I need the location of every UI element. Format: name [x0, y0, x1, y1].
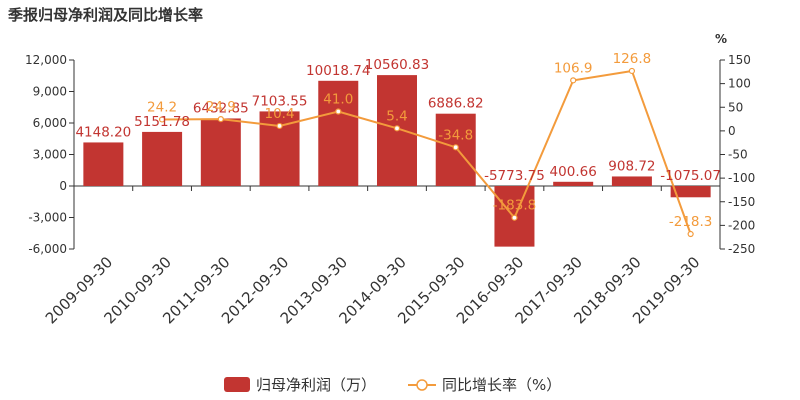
bar [553, 181, 594, 186]
y-right-tick-label: -250 [728, 242, 755, 256]
bar [200, 118, 241, 186]
legend-bar-label: 归母净利润（万） [256, 376, 376, 394]
y-right-tick-label: 150 [728, 53, 751, 67]
y-right-tick-label: 0 [728, 124, 736, 138]
growth-point [511, 214, 518, 221]
growth-point [393, 125, 401, 132]
y-left-tick-label: 12,000 [25, 53, 67, 67]
bar-value-label: 6886.82 [428, 96, 484, 112]
growth-value-label: 106.9 [554, 60, 593, 76]
growth-value-label: -183.8 [493, 198, 537, 214]
bar-value-label: 4148.20 [75, 124, 131, 140]
line-group [158, 67, 694, 238]
bar-value-label: 10560.83 [365, 57, 429, 73]
legend-line-marker [416, 379, 428, 391]
growth-point [687, 230, 694, 238]
bar [318, 80, 359, 186]
bar-value-label: -5773.75 [484, 168, 545, 184]
bar-value-label: 400.66 [550, 164, 597, 180]
legend-bar-swatch [224, 377, 250, 392]
legend: 归母净利润（万） 同比增长率（%） [224, 376, 561, 394]
growth-value-label: 10.4 [265, 106, 295, 122]
growth-point [570, 77, 577, 84]
y-right-tick-label: -150 [728, 195, 755, 209]
growth-point [217, 116, 224, 123]
growth-value-label: 24.2 [147, 99, 177, 115]
bar-value-label: 10018.74 [306, 63, 370, 79]
legend-line-label: 同比增长率（%） [442, 376, 561, 394]
growth-point [628, 67, 636, 75]
y-left-tick-label: 6,000 [33, 116, 67, 130]
bar-value-label: 5151.78 [134, 114, 190, 130]
y-left-tick-label: -3,000 [28, 211, 67, 225]
y-right-tick-label: 50 [728, 100, 743, 114]
y-right-tick-label: -200 [728, 218, 755, 232]
growth-value-label: 24.9 [206, 99, 236, 115]
y-left-tick-label: 9,000 [33, 85, 67, 99]
bar [611, 176, 652, 186]
growth-point [158, 116, 166, 123]
bar [670, 186, 711, 198]
growth-point [335, 108, 342, 115]
growth-value-label: 126.8 [613, 51, 652, 67]
bar [83, 142, 124, 186]
y-right-unit-label: % [715, 32, 727, 46]
y-right-tick-label: -100 [728, 171, 755, 185]
bar-value-label: 7103.55 [252, 93, 308, 109]
growth-value-label: 41.0 [323, 92, 353, 108]
bar [142, 131, 183, 186]
growth-value-label: -34.8 [438, 127, 473, 143]
growth-point [452, 144, 459, 151]
bar-value-label: 908.72 [608, 158, 655, 174]
y-left-tick-label: 3,000 [33, 148, 67, 162]
y-left-tick-label: -6,000 [28, 242, 67, 256]
y-left-tick-label: 0 [59, 179, 67, 193]
y-right-tick-label: 100 [728, 77, 751, 91]
growth-value-label: -218.3 [669, 214, 713, 230]
y-right-tick-label: -50 [728, 148, 748, 162]
bar-value-label: -1075.07 [660, 168, 721, 184]
growth-value-label: 5.4 [386, 108, 407, 124]
growth-point [276, 122, 283, 130]
chart-title: 季报归母净利润及同比增长率 [8, 6, 204, 24]
bar-value-label: 6432.85 [193, 100, 249, 116]
growth-line [162, 69, 692, 235]
